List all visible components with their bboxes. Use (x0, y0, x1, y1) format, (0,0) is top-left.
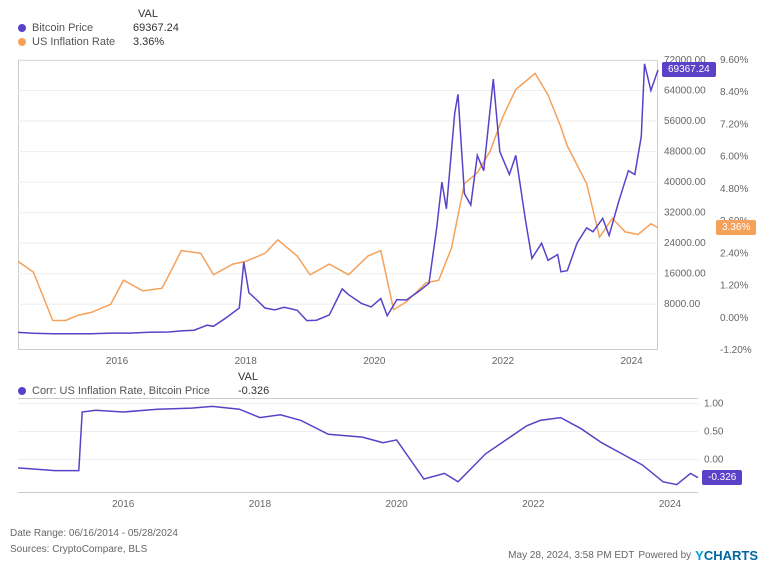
bottom-chart-svg: 1.00 0.50 0.00 2016 2018 2020 2022 2024 (0, 0, 768, 572)
x-tick-label: 2022 (522, 499, 545, 510)
y-tick-label: 0.00 (704, 454, 724, 465)
corr-line (18, 406, 698, 484)
corr-value-badge: -0.326 (702, 470, 742, 485)
x-tick-label: 2018 (249, 499, 272, 510)
x-tick-label: 2020 (385, 499, 408, 510)
sources-text: Sources: CryptoCompare, BLS (10, 544, 147, 555)
timestamp-text: May 28, 2024, 3:58 PM EDT (508, 550, 634, 561)
x-tick-label: 2024 (659, 499, 682, 510)
x-tick-label: 2016 (112, 499, 135, 510)
powered-by: May 28, 2024, 3:58 PM EDT Powered by YCH… (508, 548, 758, 563)
y-tick-label: 0.50 (704, 427, 724, 438)
date-range-text: Date Range: 06/16/2014 - 05/28/2024 (10, 528, 178, 539)
y-tick-label: 1.00 (704, 399, 724, 410)
powered-text: Powered by (638, 550, 691, 561)
ycharts-logo-icon: YCHARTS (695, 548, 758, 563)
